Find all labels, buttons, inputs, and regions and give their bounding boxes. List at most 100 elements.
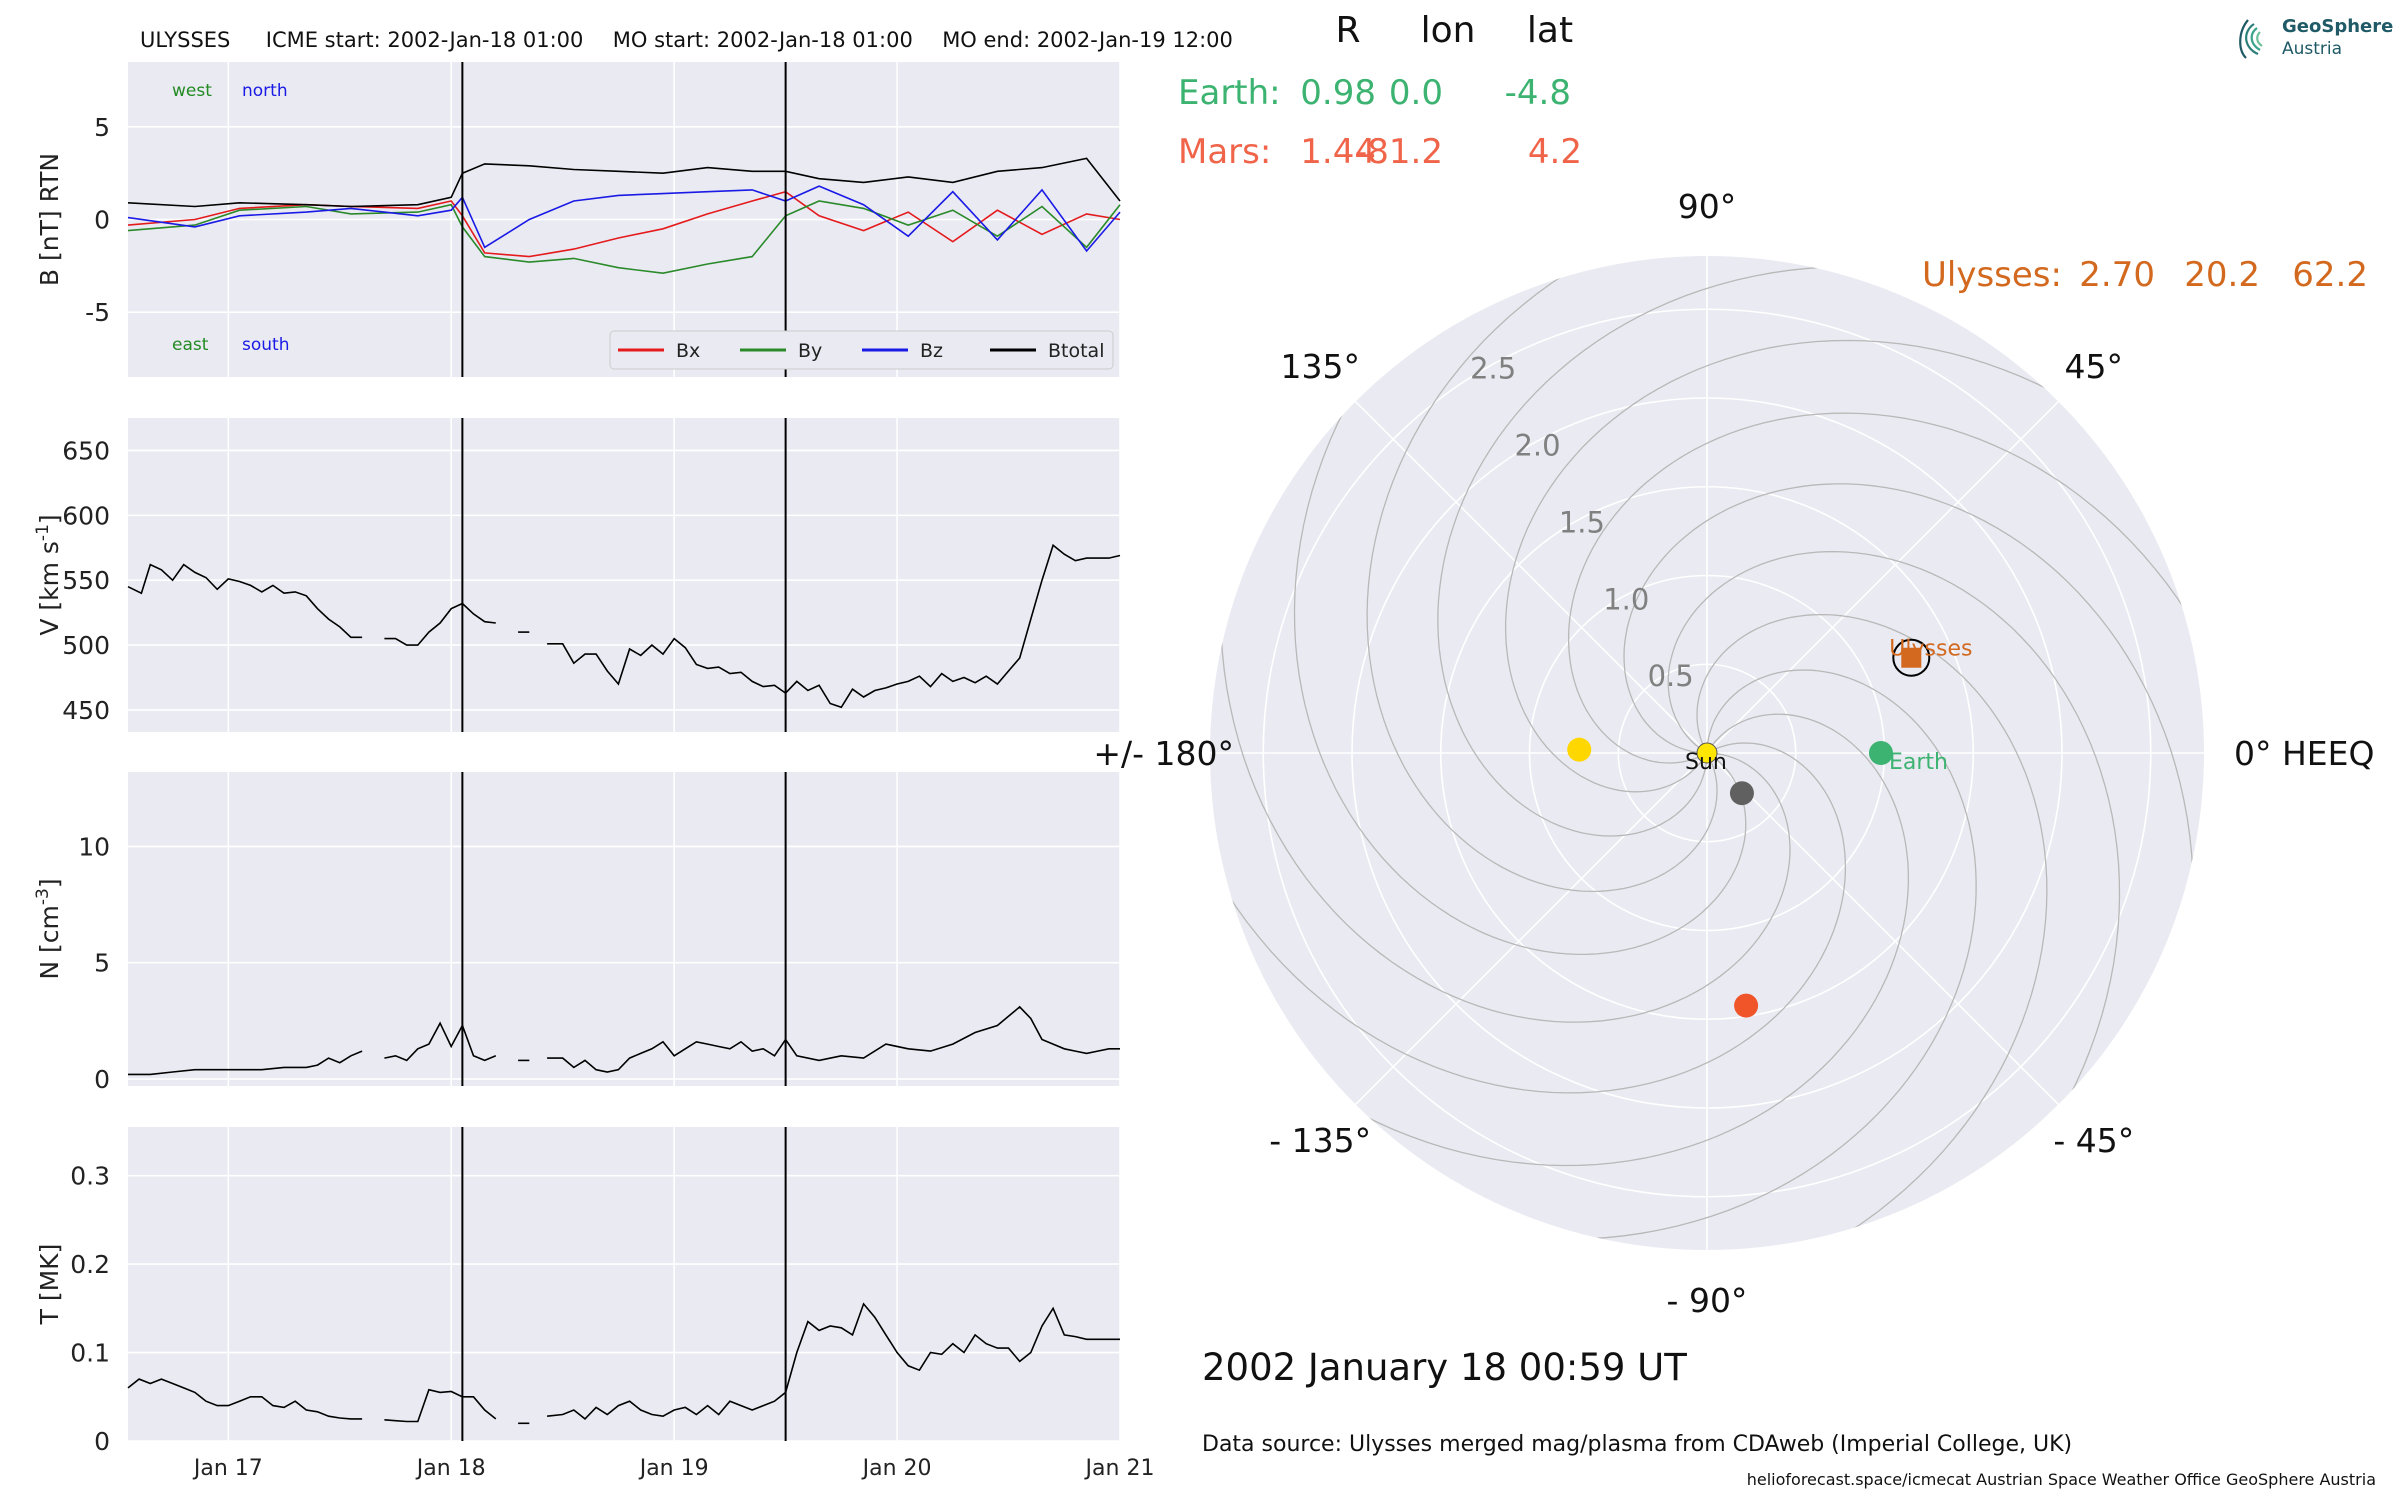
polar-plot: 0.5 1.0 1.5 2.0 2.5 0° HEEQ 45° 90° 135° +/- 180°… bbox=[1093, 187, 2374, 1320]
timeseries-panel-4: 0 0.1 0.2 0.3 T [MK] Jan 17 Jan 18 Jan 19 Jan 20… bbox=[35, 1127, 1154, 1481]
timeseries-panel-1: -5 0 5 B [nT] RTN west north east south Bx By Bz Bt… bbox=[35, 62, 1121, 377]
parker-spiral-line bbox=[1219, 400, 1791, 1023]
table-row-label: Ulysses: bbox=[1922, 255, 2062, 295]
panel-background bbox=[128, 772, 1120, 1086]
y-axis-label: T [MK] bbox=[35, 1244, 64, 1326]
angle-label: - 45° bbox=[2053, 1121, 2134, 1160]
ulysses-ring bbox=[1892, 638, 1931, 677]
table-header: R bbox=[1335, 10, 1360, 51]
x-tick-label: Jan 18 bbox=[415, 1456, 486, 1481]
series-line-by bbox=[127, 200, 1121, 275]
timestamp: 2002 January 18 00:59 UT bbox=[1202, 1346, 1687, 1389]
series-line-data bbox=[128, 1050, 363, 1076]
y-axis-label: N [cm-3] bbox=[33, 878, 64, 979]
legend-label: Bx bbox=[676, 340, 700, 362]
mars-marker bbox=[1734, 993, 1759, 1018]
ulysses-label: Ulysses bbox=[1889, 637, 1972, 662]
y-tick-label: 550 bbox=[62, 566, 110, 595]
table-row-value: -81.2 bbox=[1355, 132, 1443, 172]
mo-start-text: MO start: 2002-Jan-18 01:00 bbox=[612, 28, 913, 52]
logo-line2: Austria bbox=[2282, 39, 2343, 59]
parker-spiral-line bbox=[1623, 483, 2195, 1106]
angle-label: - 90° bbox=[1667, 1281, 1748, 1320]
angle-label: +/- 180° bbox=[1093, 734, 1234, 773]
credits: helioforecast.space/icmecat Austrian Spa… bbox=[1746, 1470, 2376, 1489]
y-tick-label: 10 bbox=[78, 832, 110, 861]
angle-label: 135° bbox=[1280, 347, 1360, 386]
y-tick-label: 600 bbox=[62, 501, 110, 530]
logo-swirl-icon bbox=[2239, 19, 2263, 59]
parker-spiral-line bbox=[1293, 256, 1747, 956]
r-tick-label: 2.5 bbox=[1470, 352, 1516, 386]
parker-spiral-line bbox=[1354, 669, 1977, 1241]
angle-label: - 135° bbox=[1269, 1121, 1371, 1160]
series-line-data bbox=[384, 1388, 497, 1423]
legend-box bbox=[609, 330, 1114, 370]
icme-start-text: ICME start: 2002-Jan-18 01:00 bbox=[265, 28, 584, 52]
y-tick-label: 0.1 bbox=[70, 1339, 110, 1368]
ulysses-marker bbox=[1901, 647, 1922, 668]
y-tick-label: -5 bbox=[85, 298, 110, 327]
legend-label: Btotal bbox=[1048, 340, 1104, 362]
annotation-east: east bbox=[172, 335, 209, 355]
series-line-data bbox=[384, 1021, 497, 1062]
table-row-label: Mars: bbox=[1178, 132, 1271, 172]
header-title: ULYSSES ICME start: 2002-Jan-18 01:00 MO… bbox=[140, 28, 1233, 52]
legend-label: By bbox=[798, 340, 822, 362]
annotation-west: west bbox=[172, 81, 212, 101]
parker-spiral-line bbox=[1504, 339, 2204, 793]
timeseries-panel-3: 0 5 10 N [cm-3] bbox=[33, 772, 1121, 1094]
table-header: lon bbox=[1421, 10, 1476, 51]
data-source: Data source: Ulysses merged mag/plasma f… bbox=[1202, 1432, 2073, 1457]
parker-spiral-line bbox=[1567, 412, 2204, 838]
y-axis-label: B [nT] RTN bbox=[35, 153, 64, 286]
table-row-label: Earth: bbox=[1178, 73, 1281, 113]
table-row-value: 4.2 bbox=[1528, 132, 1582, 172]
panel-background bbox=[128, 418, 1120, 732]
sun-marker bbox=[1696, 742, 1718, 764]
table-row-value: 62.2 bbox=[2292, 255, 2368, 295]
table-row-value: -4.8 bbox=[1505, 73, 1571, 113]
parker-spiral-line bbox=[1667, 550, 2121, 1250]
sun-label: Sun bbox=[1685, 750, 1727, 775]
y-tick-label: 0.3 bbox=[70, 1162, 110, 1191]
table-row-value: 1.44 bbox=[1300, 132, 1376, 172]
timeseries-panels: -5 0 5 B [nT] RTN west north east south Bx By Bz Bt… bbox=[33, 62, 1154, 1481]
series-line-data bbox=[127, 563, 363, 639]
logo-line1: GeoSphere bbox=[2282, 16, 2394, 37]
polar-spoke bbox=[1355, 401, 1708, 754]
angle-label: 90° bbox=[1678, 187, 1737, 226]
y-axis-label: V [km s-1] bbox=[33, 514, 64, 635]
series-line-bz bbox=[127, 185, 1121, 253]
parker-spirals bbox=[1210, 256, 2204, 1250]
y-tick-label: 450 bbox=[62, 696, 110, 725]
mo-end-text: MO end: 2002-Jan-19 12:00 bbox=[942, 28, 1233, 52]
y-axis-label-exponent: -1 bbox=[33, 524, 53, 541]
table-row-value: 2.70 bbox=[2079, 255, 2155, 295]
y-axis-label-exponent: -3 bbox=[33, 888, 53, 905]
timeseries-panel-2: 450 500 550 600 650 V [km s-1] bbox=[33, 418, 1121, 732]
angle-label: 45° bbox=[2065, 347, 2124, 386]
series-line-data bbox=[547, 543, 1121, 709]
polar-spoke bbox=[1706, 401, 2059, 754]
parker-spiral-line bbox=[1437, 265, 2060, 837]
y-tick-label: 5 bbox=[94, 949, 110, 978]
y-tick-label: 5 bbox=[94, 113, 110, 142]
y-tick-label: 0 bbox=[94, 1427, 110, 1456]
legend-label: Bz bbox=[920, 340, 943, 362]
earth-label: Earth bbox=[1889, 750, 1948, 775]
legend: Bx By Bz Btotal bbox=[609, 330, 1114, 370]
series-line-data bbox=[127, 1378, 363, 1420]
annotation-north: north bbox=[242, 81, 288, 101]
x-tick-label: Jan 19 bbox=[638, 1456, 709, 1481]
x-tick-label: Jan 17 bbox=[192, 1456, 263, 1481]
r-tick-label: 1.0 bbox=[1603, 582, 1649, 616]
r-tick-label: 1.5 bbox=[1559, 505, 1605, 539]
y-tick-label: 650 bbox=[62, 436, 110, 465]
r-tick-label: 2.0 bbox=[1514, 429, 1560, 463]
y-tick-label: 500 bbox=[62, 631, 110, 660]
y-tick-label: 0 bbox=[94, 206, 110, 235]
earth-marker bbox=[1868, 741, 1893, 765]
